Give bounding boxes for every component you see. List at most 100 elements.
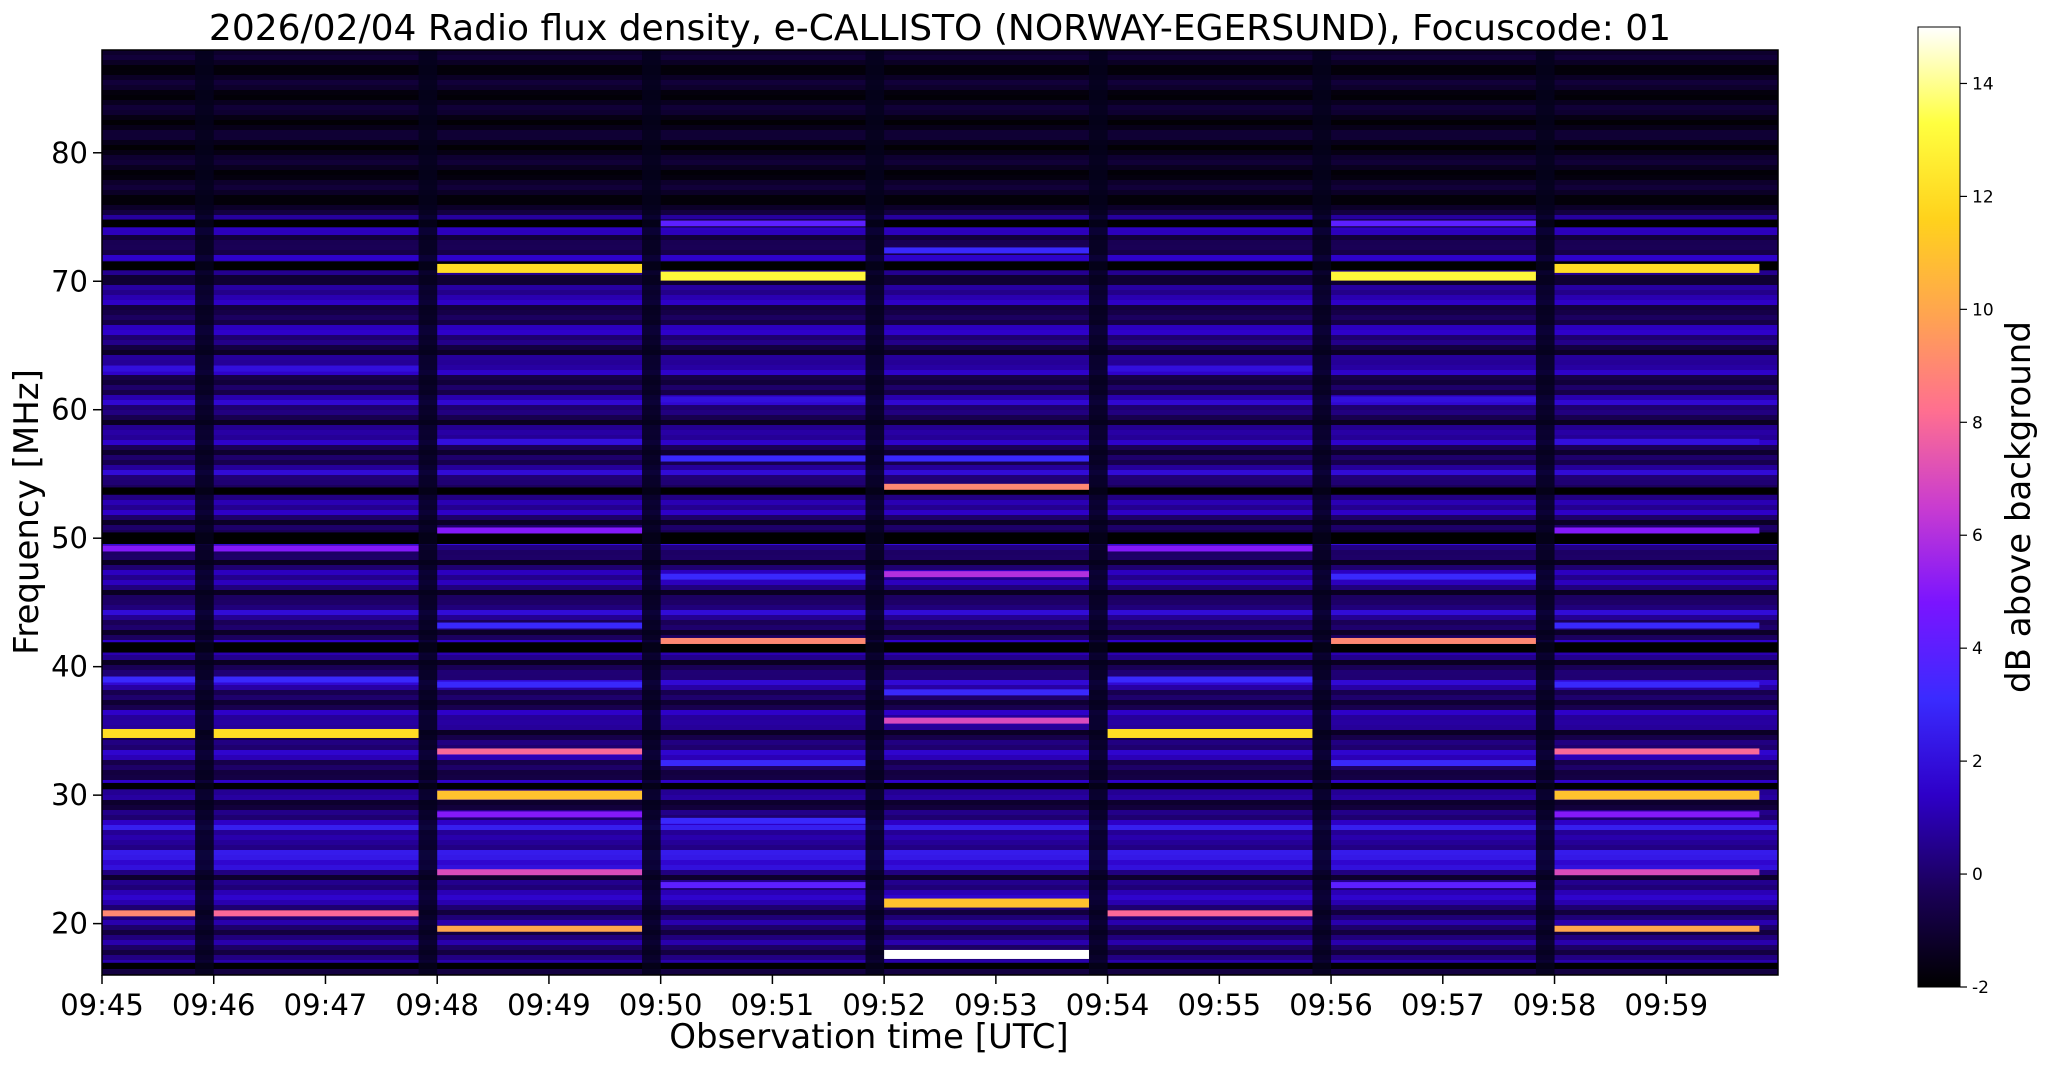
background-band [102,550,1778,556]
y-axis: 20 30 40 50 60 70 80 [51,136,102,941]
background-band [102,755,1778,761]
background-band [102,75,1778,81]
emission-line [1554,811,1760,818]
interference-gap [102,532,1778,544]
background-band [102,300,1778,306]
emission-line [884,247,1089,254]
background-band [102,340,1778,346]
sweep-gap [418,50,438,975]
emission-line [102,545,196,552]
emission-line [102,676,196,683]
background-band [102,335,1778,341]
background-band [102,590,1778,596]
background-band [102,960,1778,966]
background-band [102,285,1778,291]
background-band [102,825,1778,831]
background-band [102,820,1778,826]
emission-line [1331,760,1536,767]
background-band [102,380,1778,386]
background-band [102,735,1778,741]
background-band [102,105,1778,111]
background-band [102,110,1778,116]
background-band [102,665,1778,671]
emission-line [884,483,1089,490]
emission-line [884,571,1089,578]
background-band [102,85,1778,91]
interference-gap [102,219,1778,228]
background-band [102,905,1778,911]
background-band [102,935,1778,941]
background-band [102,705,1778,711]
emission-line [1554,622,1760,629]
x-tick-label: 09:55 [1178,988,1262,1022]
background-band [102,555,1778,561]
background-band [102,385,1778,391]
background-band [102,840,1778,846]
background-band [102,55,1778,61]
background-band [102,240,1778,246]
x-tick-label: 09:47 [284,988,368,1022]
background-band [102,805,1778,811]
sweep-gap [1312,50,1332,975]
sweep-gap [1088,50,1108,975]
background-band [102,630,1778,636]
background-band [102,925,1778,931]
background-band [102,545,1778,551]
background-band [102,120,1778,126]
background-band [102,190,1778,196]
background-band [102,405,1778,411]
background-band [102,845,1778,851]
background-band [102,175,1778,181]
x-tick-label: 09:46 [172,988,256,1022]
background-band [102,795,1778,801]
background-band [102,525,1778,531]
emission-line [213,910,419,917]
background-band [102,725,1778,731]
y-tick-label: 70 [51,264,88,298]
interference-gap [102,487,1778,494]
background-band [102,270,1778,276]
background-band [102,135,1778,141]
colorbar: -2 0 2 4 6 8 10 12 14 dB above background [1917,26,2039,998]
colorbar-tick-label: 2 [1972,752,1983,772]
plot-frame [101,49,1779,976]
colorbar-tick-label: 12 [1972,187,1994,207]
background-band [102,95,1778,101]
background-band [102,315,1778,321]
emission-line [1107,365,1313,372]
background-band [102,125,1778,131]
background-band [102,170,1778,176]
background-band [102,920,1778,926]
background-band [102,500,1778,506]
background-band [102,435,1778,441]
emission-lines [102,220,1760,959]
background-band [102,205,1778,211]
emission-line [1107,545,1313,552]
emission-line [1107,728,1313,738]
background-band [102,445,1778,451]
x-tick-label: 09:45 [60,988,144,1022]
emission-line [1331,220,1536,227]
background-band [102,875,1778,881]
background-band [102,140,1778,146]
emission-line [1331,637,1536,644]
background-band [102,165,1778,171]
background-band [102,225,1778,231]
background-band [102,565,1778,571]
sweep-gap [642,50,661,975]
background-band [102,425,1778,431]
interference-gap [102,642,1778,653]
background-band [102,830,1778,836]
background-band [102,635,1778,641]
emission-line [213,676,419,683]
colorbar-ticks: -2 0 2 4 6 8 10 12 14 [1960,74,1994,998]
sweep-gaps [195,50,1555,975]
x-axis: 09:45 09:46 09:47 09:48 09:49 09:50 09:51 09:52… [60,975,1708,1022]
background-band [102,730,1778,736]
background-band [102,650,1778,656]
x-tick-label: 09:59 [1624,988,1708,1022]
colorbar-tick-label: 10 [1972,300,1994,320]
background-band [102,200,1778,206]
emission-line [213,365,419,372]
background-band [102,625,1778,631]
